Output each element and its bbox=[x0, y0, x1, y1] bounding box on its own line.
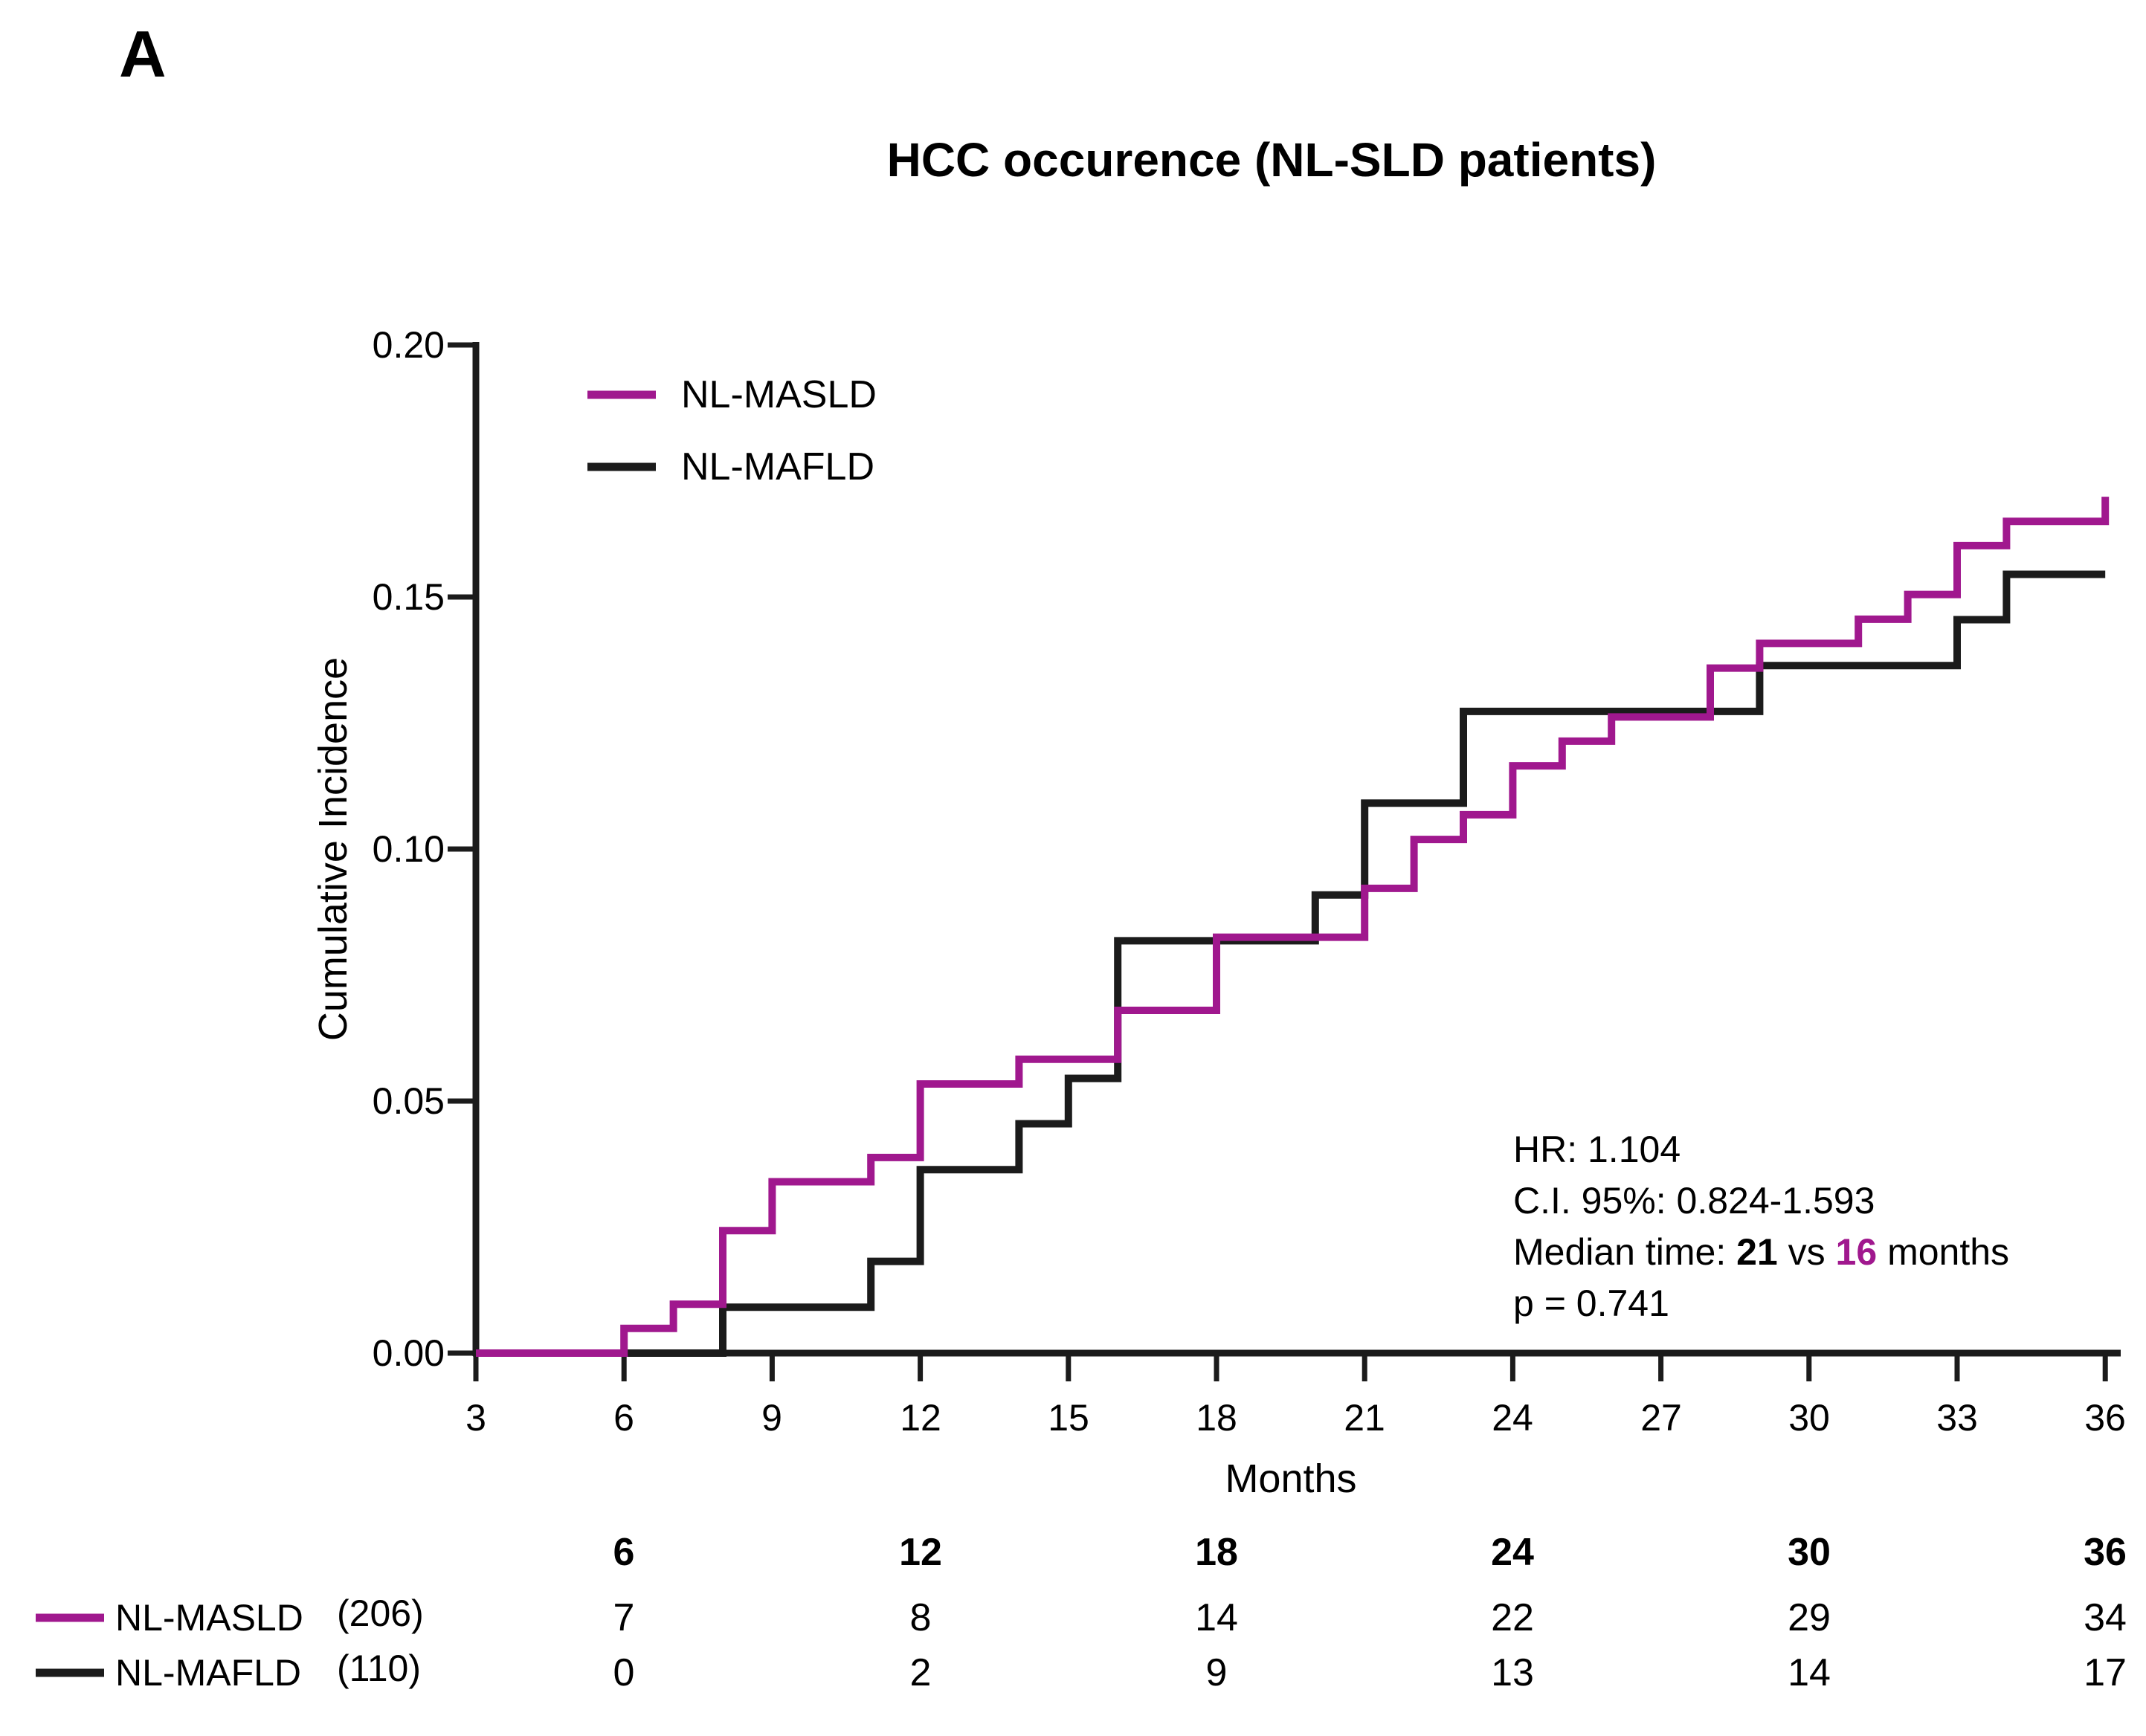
p-value-line: p = 0.741 bbox=[1513, 1282, 1669, 1324]
table-value: 14 bbox=[1788, 1651, 1831, 1694]
table-value: 29 bbox=[1788, 1596, 1831, 1639]
x-tick-label: 6 bbox=[613, 1397, 634, 1439]
table-row-label: NL-MAFLD bbox=[115, 1652, 302, 1694]
table-value: 22 bbox=[1491, 1596, 1534, 1639]
x-tick-label: 24 bbox=[1492, 1397, 1533, 1439]
y-tick-label: 0.20 bbox=[372, 324, 445, 366]
x-tick-label: 21 bbox=[1344, 1397, 1385, 1439]
x-tick-label: 12 bbox=[900, 1397, 941, 1439]
x-tick-label: 15 bbox=[1048, 1397, 1089, 1439]
table-swatch-nl-masld bbox=[36, 1613, 104, 1622]
x-tick-label: 30 bbox=[1788, 1397, 1830, 1439]
table-row-n: (206) bbox=[337, 1593, 424, 1634]
y-tick-label: 0.10 bbox=[372, 828, 445, 870]
table-value: 8 bbox=[909, 1596, 932, 1639]
median-prefix: Median time: bbox=[1513, 1231, 1737, 1273]
x-tick-label: 18 bbox=[1196, 1397, 1237, 1439]
risk-table-header: 6 bbox=[613, 1531, 635, 1574]
table-row-n: (110) bbox=[337, 1648, 422, 1689]
y-axis-title: Cumulative Incidence bbox=[311, 656, 355, 1042]
risk-table-header: 18 bbox=[1195, 1531, 1238, 1574]
risk-table-header: 12 bbox=[899, 1531, 942, 1574]
legend-swatch-nl-mafld bbox=[587, 462, 656, 471]
legend-label-nl-mafld: NL-MAFLD bbox=[681, 445, 875, 488]
legend-swatch-nl-masld bbox=[587, 390, 656, 399]
hr-line: HR: 1.104 bbox=[1513, 1129, 1681, 1170]
median-line: Median time: 21 vs 16 months bbox=[1513, 1227, 2009, 1278]
table-value: 2 bbox=[909, 1651, 932, 1694]
median-vs: vs bbox=[1777, 1231, 1836, 1273]
table-value: 34 bbox=[2084, 1596, 2127, 1639]
risk-table-header: 24 bbox=[1491, 1531, 1534, 1574]
x-tick-label: 36 bbox=[2084, 1397, 2126, 1439]
ci-line: C.I. 95%: 0.824-1.593 bbox=[1513, 1180, 1875, 1222]
median-masld-value: 21 bbox=[1736, 1231, 1778, 1273]
table-value: 9 bbox=[1205, 1651, 1228, 1694]
y-tick-label: 0.05 bbox=[372, 1080, 445, 1122]
x-tick-label: 27 bbox=[1640, 1397, 1682, 1439]
x-tick-label: 9 bbox=[761, 1397, 782, 1439]
curve-nl-masld bbox=[476, 497, 2110, 1357]
median-suffix: months bbox=[1877, 1231, 2010, 1273]
table-row-label: NL-MASLD bbox=[115, 1597, 303, 1639]
table-value: 14 bbox=[1195, 1596, 1238, 1639]
table-value: 7 bbox=[613, 1596, 635, 1639]
chart-title: HCC occurence (NL-SLD patients) bbox=[886, 133, 1657, 187]
median-mafld-value: 16 bbox=[1835, 1231, 1878, 1273]
y-tick-label: 0.00 bbox=[372, 1332, 445, 1374]
x-tick-label: 33 bbox=[1936, 1397, 1978, 1439]
table-value: 13 bbox=[1491, 1651, 1534, 1694]
table-value: 17 bbox=[2084, 1651, 2127, 1694]
risk-table-header: 30 bbox=[1788, 1531, 1831, 1574]
stats-annotation: HR: 1.104 C.I. 95%: 0.824-1.593 Median t… bbox=[1513, 1124, 2009, 1329]
y-tick-label: 0.15 bbox=[372, 576, 445, 618]
x-tick-label: 3 bbox=[465, 1397, 486, 1439]
table-swatch-nl-mafld bbox=[36, 1668, 104, 1677]
x-axis-title: Months bbox=[1225, 1456, 1357, 1501]
table-value: 0 bbox=[613, 1651, 635, 1694]
risk-table-header: 36 bbox=[2084, 1531, 2127, 1574]
panel-label: A bbox=[119, 17, 167, 91]
legend-label-nl-masld: NL-MASLD bbox=[681, 373, 877, 416]
